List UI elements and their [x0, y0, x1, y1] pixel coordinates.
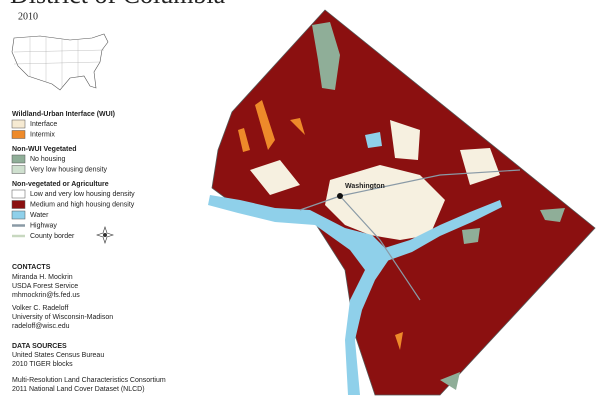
year: 2010 [18, 11, 38, 22]
source-line: 2010 TIGER blocks [12, 361, 73, 368]
contact-line: Miranda H. Mockrin [12, 274, 73, 281]
legend-swatch [11, 189, 26, 199]
us-inset [11, 33, 109, 91]
legend-label: Very low housing density [30, 166, 108, 173]
contact-line: radeloff@wisc.edu [12, 323, 70, 330]
title: District of Columbia [10, 0, 226, 9]
legend-heading: Wildland-Urban Interface (WUI) [12, 111, 115, 118]
legend-swatch [11, 165, 26, 174]
legend-swatch [11, 130, 26, 139]
contacts-heading: CONTACTS [12, 264, 51, 271]
no-housing-area [312, 22, 565, 390]
source-line: 2011 National Land Cover Dataset (NLCD) [12, 386, 145, 393]
water-potomac [208, 195, 392, 395]
source-line: Multi-Resolution Land Characteristics Co… [12, 377, 166, 384]
legend-label: Intermix [30, 131, 55, 138]
source-line: United States Census Bureau [12, 352, 104, 359]
water-reservoir [365, 132, 382, 148]
place-label: Washington [345, 183, 385, 190]
legend-label: Interface [30, 121, 57, 128]
low-density-area [250, 120, 500, 195]
low-density-area [325, 165, 445, 240]
legend-heading: Non-WUI Vegetated [12, 146, 77, 153]
contact-line: USDA Forest Service [12, 283, 78, 290]
legend-label: Highway [30, 222, 57, 229]
contact-line: mhmockrin@fs.fed.us [12, 292, 80, 299]
legend-label: No housing [30, 156, 66, 163]
highway [299, 169, 521, 301]
contact-line: Volker C. Radeloff [12, 305, 68, 312]
contact-line: University of Wisconsin-Madison [12, 314, 113, 321]
legend-swatch [11, 200, 26, 209]
legend-label: Low and very low housing density [30, 191, 135, 198]
legend-label: County border [30, 233, 75, 240]
legend-swatch [11, 210, 26, 220]
legend-swatch [11, 154, 26, 164]
us-inset-states [13, 37, 105, 88]
sources-heading: DATA SOURCES [12, 343, 67, 350]
capital-marker [337, 193, 343, 199]
legend-swatch [11, 119, 26, 129]
compass [96, 226, 114, 244]
legend-label: Medium and high housing density [30, 201, 135, 208]
legend-label: Water [30, 212, 49, 219]
legend-heading: Non-vegetated or Agriculture [12, 181, 109, 188]
water-anacostia [378, 200, 502, 262]
